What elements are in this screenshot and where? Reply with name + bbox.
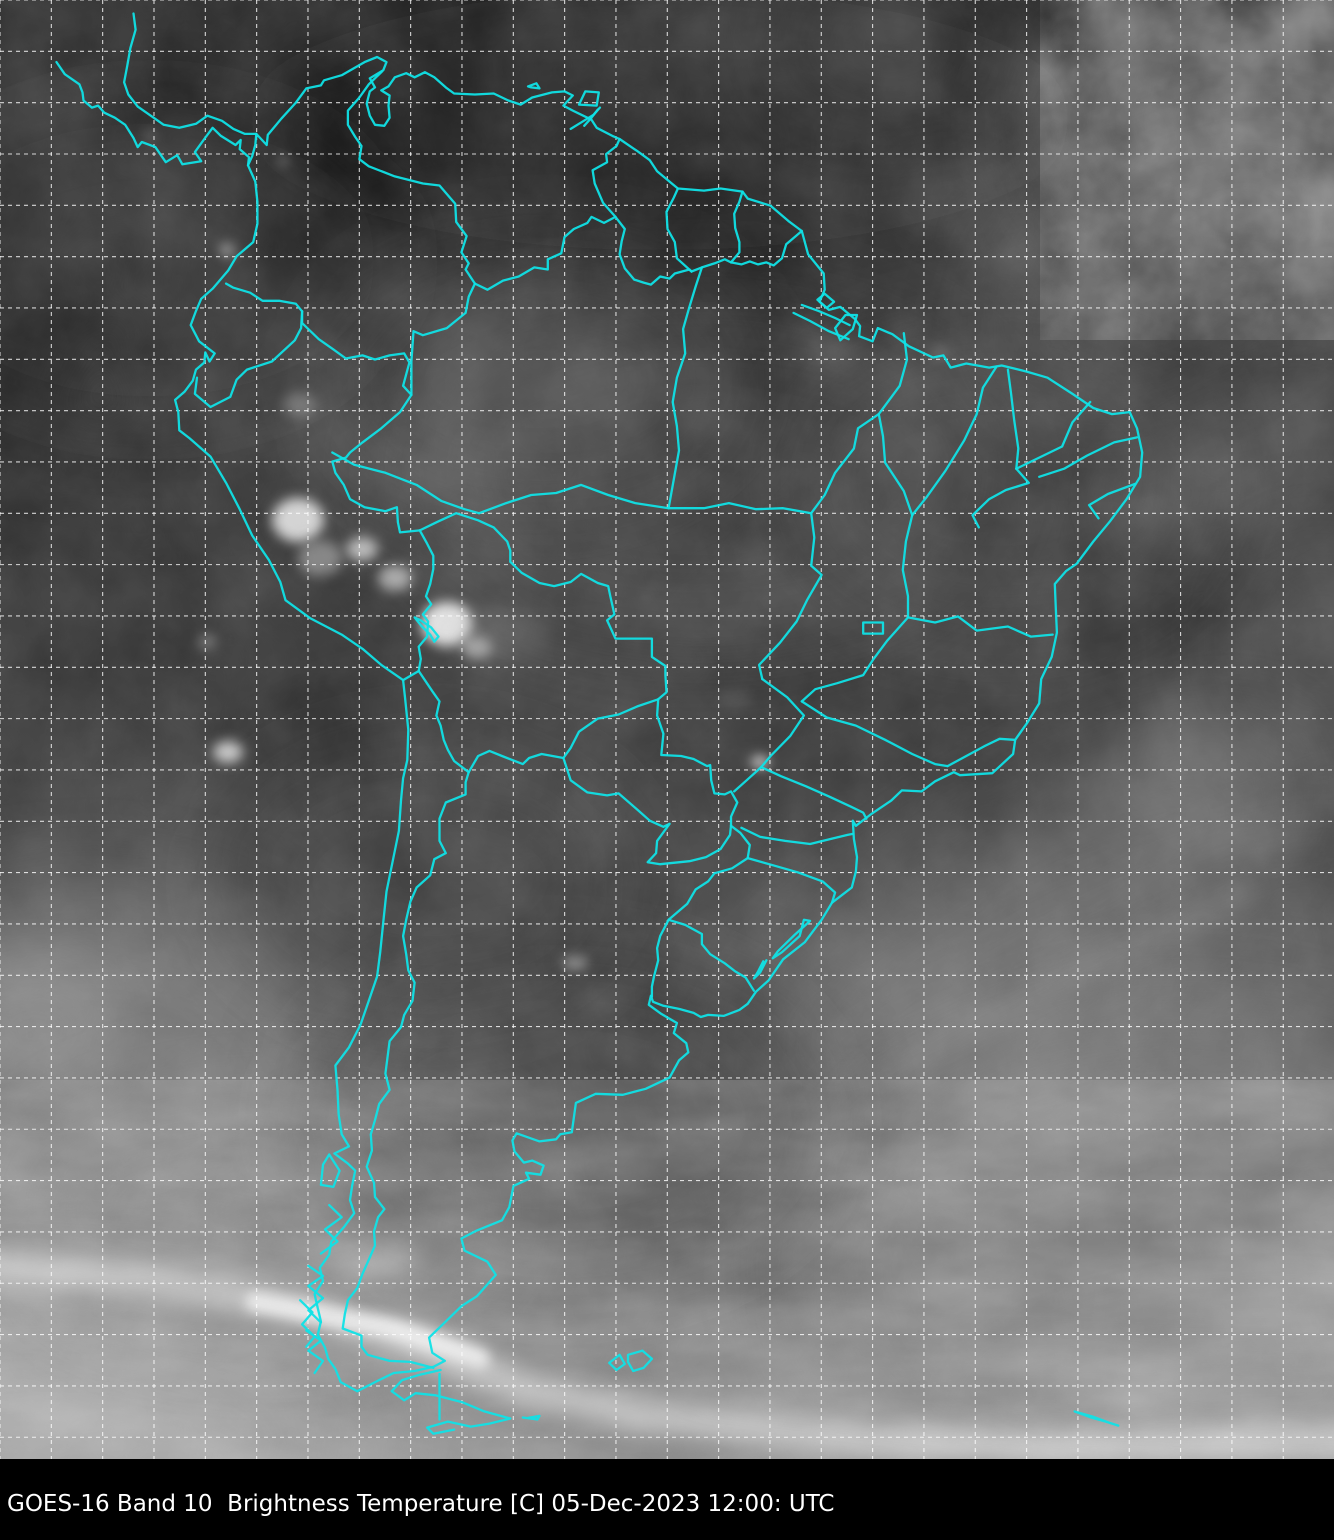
map-line-border-guyana-brazil bbox=[614, 215, 693, 286]
map-line-border-argentina-uruguay bbox=[650, 918, 670, 998]
map-line-border-venezuela-brazil bbox=[473, 215, 617, 291]
map-line-isla-margarita bbox=[526, 82, 541, 90]
map-line-border-bolivia-chile bbox=[417, 669, 470, 774]
map-line-border-colombia-brazil bbox=[410, 282, 477, 397]
map-line-border-peru-bolivia bbox=[417, 529, 435, 673]
map-line-amazon-channel-2 bbox=[800, 303, 851, 327]
map-line-amazon-channel-3 bbox=[816, 292, 836, 310]
caption-bar: GOES-16 Band 10 Brightness Temperature [… bbox=[0, 1459, 1334, 1540]
map-line-coast-central-america-pacific bbox=[55, 60, 251, 167]
map-line-lagoa-mirim bbox=[752, 959, 768, 980]
satellite-map-canvas bbox=[0, 0, 1334, 1459]
map-line-fjords-3 bbox=[319, 1203, 343, 1255]
map-line-state-bahia-minas bbox=[906, 615, 1054, 638]
map-line-state-distrito-federal bbox=[862, 621, 885, 635]
map-line-border-argentina-brazil bbox=[667, 824, 751, 921]
map-line-state-acre-amazonas bbox=[331, 451, 481, 515]
map-line-border-bolivia-argentina bbox=[467, 749, 565, 774]
map-line-state-saopaulo-parana bbox=[760, 765, 868, 820]
map-line-coastline-south-america bbox=[173, 55, 1144, 1393]
map-line-marajo-island bbox=[833, 313, 859, 342]
map-line-state-para-maranhao bbox=[877, 332, 909, 416]
map-line-state-riogrande-paraiba bbox=[1038, 436, 1139, 478]
map-line-wellington-island bbox=[298, 1299, 316, 1348]
map-line-border-french-guiana-brazil bbox=[729, 229, 803, 267]
map-line-state-pernambuco-bahia bbox=[971, 467, 1030, 529]
map-line-border-suriname-brazil bbox=[690, 258, 733, 273]
map-line-border-colombia-venezuela bbox=[346, 70, 477, 285]
map-line-state-minas-rio bbox=[946, 737, 1016, 768]
map-line-state-amazonas-para bbox=[667, 266, 704, 510]
map-line-state-ceara-paraiba bbox=[1015, 400, 1092, 470]
map-line-border-chile-argentina bbox=[341, 771, 470, 1370]
map-line-border-bolivia-brazil bbox=[418, 512, 668, 701]
map-line-border-colombia-peru bbox=[300, 310, 413, 397]
map-line-state-goias-matogrosso bbox=[757, 512, 823, 681]
map-line-state-matogrossodosul-saopaulo bbox=[733, 677, 806, 793]
map-line-orinoco-delta-2 bbox=[583, 108, 599, 127]
map-line-trinidad-island bbox=[577, 90, 600, 107]
map-line-state-para-tocantins bbox=[810, 412, 880, 515]
cloud-noise-northeast bbox=[1040, 0, 1334, 340]
map-line-state-santacatarina-riograndedosul bbox=[746, 856, 837, 904]
map-line-border-bolivia-paraguay bbox=[562, 698, 660, 760]
map-line-state-amazonas-rondonia bbox=[477, 483, 670, 515]
map-line-state-goias-minas bbox=[800, 616, 910, 703]
map-line-falkland-west bbox=[608, 1353, 626, 1372]
map-line-border-colombia-ecuador bbox=[224, 282, 304, 313]
map-line-fjords-1 bbox=[307, 1264, 325, 1324]
map-line-border-ecuador-peru bbox=[193, 310, 304, 409]
map-line-state-minas-saopaulo bbox=[800, 700, 949, 768]
map-line-state-piaui-ceara bbox=[1006, 368, 1020, 470]
map-line-border-uruguay-brazil bbox=[667, 918, 756, 992]
map-line-state-parana-santacatarina bbox=[740, 826, 854, 846]
map-line-south-georgia bbox=[1073, 1410, 1120, 1427]
map-line-fjords-2 bbox=[305, 1329, 325, 1375]
map-line-state-bahia-goias bbox=[901, 514, 914, 619]
map-line-state-pernambuco-alagoas bbox=[1087, 482, 1137, 520]
map-line-falkland-east bbox=[626, 1349, 654, 1373]
border-overlay-layer bbox=[55, 12, 1144, 1435]
map-line-chiloe-island bbox=[319, 1153, 341, 1189]
map-line-lake-titicaca bbox=[413, 616, 440, 643]
map-line-border-venezuela-guyana bbox=[591, 137, 621, 219]
map-line-lagoa-dos-patos bbox=[771, 918, 812, 960]
map-line-amazon-channel-1 bbox=[792, 311, 850, 341]
map-line-border-paraguay-brazil bbox=[655, 698, 739, 827]
map-line-coast-central-america-caribbean bbox=[122, 12, 258, 136]
map-line-border-peru-brazil bbox=[331, 393, 421, 534]
map-line-state-tocantins-maranhao bbox=[877, 412, 914, 517]
map-line-tierra-del-fuego bbox=[390, 1368, 512, 1435]
map-line-staten-island bbox=[521, 1414, 541, 1421]
caption-text: GOES-16 Band 10 Brightness Temperature [… bbox=[7, 1491, 835, 1517]
map-line-border-peru-chile bbox=[401, 669, 420, 682]
map-line-border-suriname-french-guiana bbox=[729, 190, 744, 264]
map-line-border-argentina-paraguay bbox=[562, 756, 733, 866]
map-line-state-para-matogrosso bbox=[667, 501, 813, 515]
map-line-state-maranhao-piaui bbox=[911, 365, 998, 517]
map-line-border-guyana-suriname bbox=[665, 187, 693, 273]
